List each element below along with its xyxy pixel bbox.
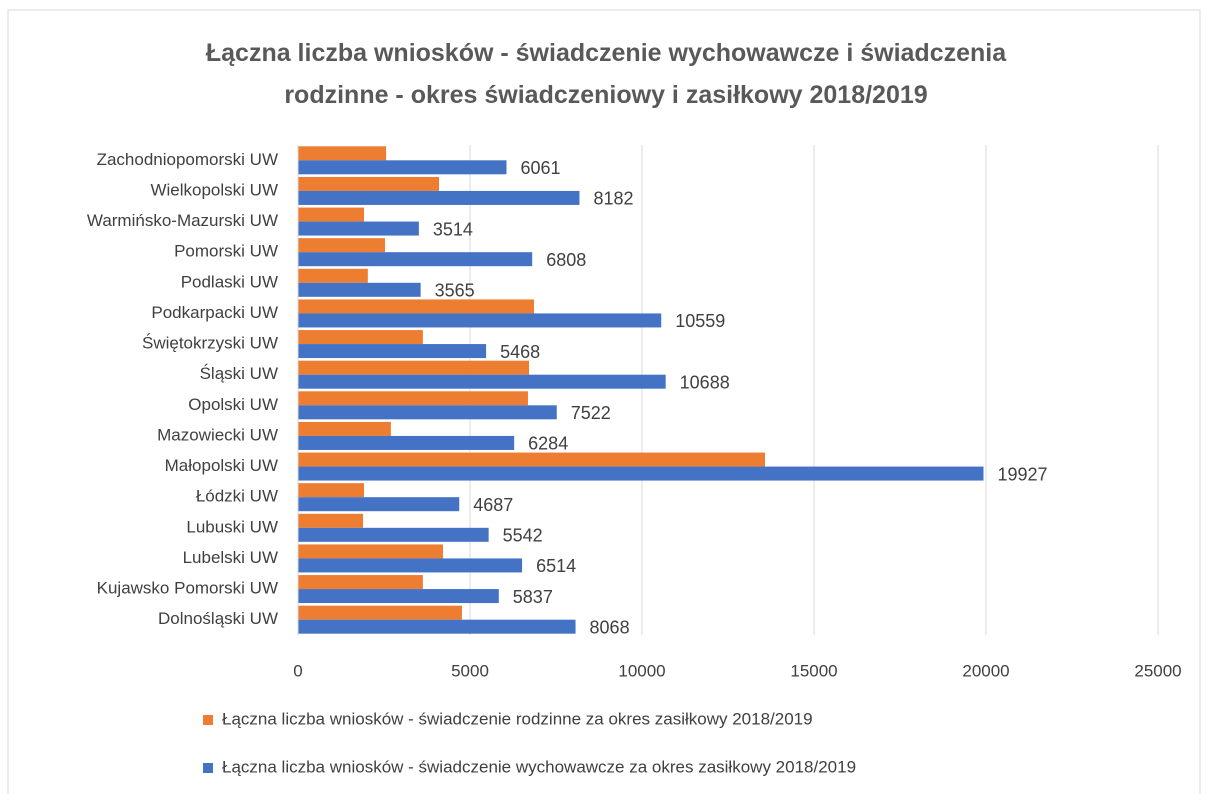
data-label: 5542: [503, 526, 543, 546]
bar: [298, 391, 528, 406]
y-tick-label: Łódzki UW: [196, 487, 278, 506]
legend-swatch: [203, 763, 213, 773]
bar: [298, 575, 423, 590]
x-tick-label: 25000: [1134, 661, 1181, 680]
data-label: 4687: [473, 495, 513, 515]
bar: [298, 190, 580, 205]
y-tick-label: Wielkopolski UW: [150, 180, 278, 199]
bar: [298, 146, 387, 161]
chart-title: Łączna liczba wniosków - świadczenie wyc…: [205, 39, 1007, 109]
bar: [298, 282, 421, 297]
y-tick-label: Pomorski UW: [174, 242, 278, 261]
bar: [298, 313, 662, 328]
y-tick-label: Podlaski UW: [181, 272, 278, 291]
bar: [298, 374, 666, 389]
x-tick-label: 10000: [618, 661, 665, 680]
data-label: 8068: [590, 617, 630, 637]
legend-label: Łączna liczba wniosków - świadczenie wyc…: [222, 757, 856, 776]
y-tick-label: Śląski UW: [200, 364, 278, 383]
bar: [298, 544, 443, 559]
data-label: 6808: [546, 250, 586, 270]
bar: [298, 421, 391, 436]
data-label: 8182: [593, 189, 633, 209]
bar: [298, 435, 515, 450]
bar: [298, 238, 386, 253]
y-tick-label: Lubelski UW: [183, 548, 278, 567]
data-label: 19927: [997, 464, 1047, 484]
bar: [298, 605, 462, 620]
bar: [298, 160, 507, 175]
data-label: 5468: [500, 342, 540, 362]
y-tick-label: Warmińsko-Mazurski UW: [87, 211, 278, 230]
bar: [298, 452, 765, 467]
y-tick-label: Lubuski UW: [186, 517, 278, 536]
bar: [298, 497, 460, 512]
data-label: 5837: [513, 587, 553, 607]
bar: [298, 330, 423, 345]
bar: [298, 268, 368, 283]
y-tick-label: Mazowiecki UW: [157, 425, 278, 444]
bar: [298, 360, 529, 375]
legend-swatch: [203, 715, 213, 725]
bar: [298, 344, 487, 359]
bar: [298, 405, 557, 420]
bar: [298, 207, 365, 222]
y-tick-label: Zachodniopomorski UW: [97, 150, 278, 169]
bar: [298, 558, 523, 573]
legend-label: Łączna liczba wniosków - świadczenie rod…: [222, 709, 813, 728]
bar: [298, 619, 576, 634]
data-label: 7522: [571, 403, 611, 423]
data-label: 6284: [528, 434, 568, 454]
bar: [298, 589, 499, 604]
y-tick-label: Dolnośląski UW: [158, 609, 278, 628]
bar: [298, 527, 489, 542]
data-label: 3514: [433, 219, 473, 239]
y-tick-label: Opolski UW: [188, 395, 278, 414]
data-label: 6061: [520, 158, 560, 178]
x-tick-label: 20000: [962, 661, 1009, 680]
y-tick-label: Kujawsko Pomorski UW: [97, 579, 278, 598]
chart-border: [7, 9, 1201, 794]
y-tick-label: Świętokrzyski UW: [142, 334, 278, 353]
data-label: 10559: [675, 311, 725, 331]
y-tick-label: Podkarpacki UW: [151, 303, 278, 322]
bar: [298, 252, 533, 267]
x-tick-label: 0: [293, 661, 302, 680]
bar: [298, 513, 364, 528]
data-label: 3565: [435, 281, 475, 301]
x-tick-label: 15000: [790, 661, 837, 680]
bar: [298, 483, 365, 498]
data-label: 6514: [536, 556, 576, 576]
bar: [298, 299, 534, 314]
bar: [298, 176, 440, 191]
x-tick-label: 5000: [451, 661, 489, 680]
y-tick-label: Małopolski UW: [165, 456, 278, 475]
data-label: 10688: [680, 372, 730, 392]
bar: [298, 466, 984, 481]
bar: [298, 221, 419, 236]
